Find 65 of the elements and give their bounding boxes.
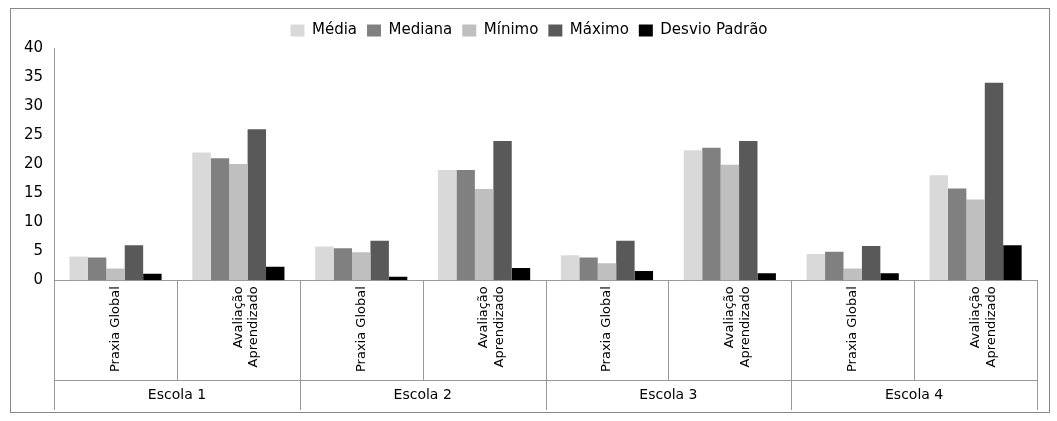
bar [1003, 245, 1022, 281]
bar [438, 169, 457, 281]
bar [702, 147, 721, 281]
y-tick-label: 30 [23, 95, 44, 114]
y-tick-label: 5 [33, 241, 44, 260]
bar [192, 152, 211, 281]
bar [634, 270, 654, 281]
bar [87, 257, 107, 281]
bar [370, 240, 389, 281]
bar [984, 82, 1004, 281]
text: Escola 3 [639, 385, 698, 402]
bar [597, 263, 617, 281]
bar [210, 158, 230, 281]
bar [352, 252, 371, 281]
bar [825, 251, 844, 281]
bar [616, 240, 635, 281]
x-tick-label: Avaliação Aprendizado [966, 286, 998, 368]
legend-label: Média [311, 20, 358, 39]
legend-label: Mínimo [483, 20, 539, 39]
x-tick-label: Avaliação Aprendizado [475, 286, 507, 368]
y-tick-label: 20 [23, 153, 44, 172]
bar [229, 164, 248, 281]
bar [880, 273, 899, 281]
y-tick-label: 0 [33, 270, 44, 289]
legend-label: Mediana [388, 20, 453, 39]
bar [947, 188, 967, 281]
bar [579, 257, 598, 281]
bar [333, 248, 353, 281]
y-tick-label: 35 [23, 66, 44, 85]
bar [843, 268, 862, 281]
y-tick-label: 10 [23, 212, 44, 231]
x-tick-label: Avaliação Aprendizado [721, 286, 752, 368]
bar [739, 140, 758, 281]
x-tick-label: Avaliação Aprendizado [229, 286, 261, 368]
bar [106, 268, 125, 281]
x-tick-label: Praxia Global [844, 286, 860, 372]
bar [247, 129, 267, 281]
y-tick-label: 25 [23, 124, 44, 143]
text: Escola 4 [885, 385, 944, 402]
bar [966, 199, 985, 281]
bar [69, 256, 88, 281]
bar [683, 150, 703, 281]
bar [493, 140, 512, 281]
bar [720, 164, 740, 281]
bar [143, 273, 162, 281]
bar [806, 254, 826, 281]
bar [266, 266, 285, 281]
bar [757, 273, 776, 281]
x-tick-label: Praxia Global [106, 286, 122, 372]
x-tick-label: Praxia Global [598, 286, 614, 372]
y-tick-label: 15 [23, 183, 44, 202]
bar [861, 245, 881, 281]
legend-label: Desvio Padrão [660, 20, 768, 39]
bar [560, 255, 580, 281]
legend-label: Máximo [569, 20, 629, 39]
bar [511, 268, 531, 281]
text: Escola 1 [147, 385, 207, 402]
bar [315, 246, 334, 281]
x-tick-label: Praxia Global [352, 286, 368, 372]
y-tick-label: 40 [23, 37, 44, 56]
bar [456, 169, 475, 281]
bar [124, 245, 144, 281]
bar [474, 189, 494, 281]
bar [929, 175, 948, 281]
text: Escola 2 [393, 385, 452, 402]
